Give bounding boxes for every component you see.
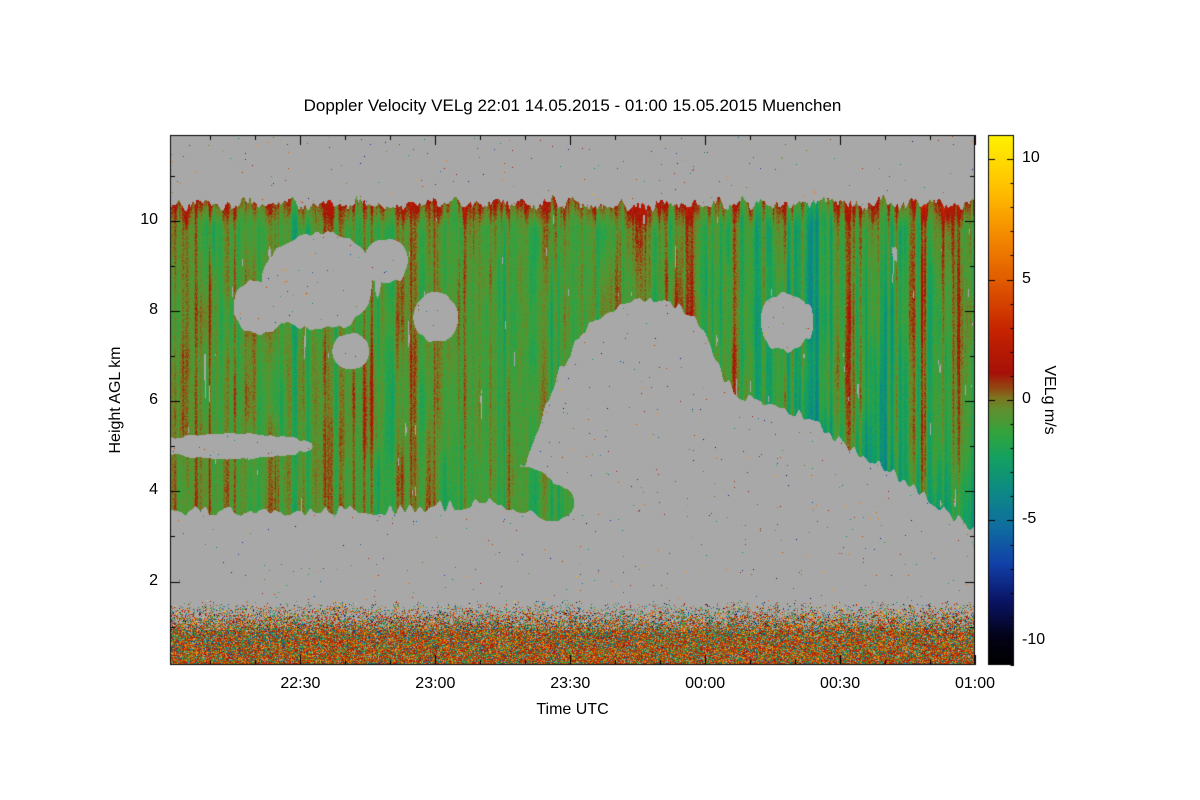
y-tick-label: 10 bbox=[140, 210, 158, 228]
x-tick-label: 01:00 bbox=[954, 675, 996, 692]
x-tick-label: 00:30 bbox=[820, 675, 861, 692]
colorbar-label: VELg m/s bbox=[1041, 365, 1058, 435]
colorbar-tick-label: 0 bbox=[1022, 390, 1031, 407]
x-tick-label: 22:30 bbox=[280, 675, 321, 692]
colorbar-tick-label: 5 bbox=[1022, 269, 1031, 287]
y-tick-label: 2 bbox=[149, 571, 158, 589]
x-axis-label: Time UTC bbox=[536, 701, 609, 718]
y-tick-label: 6 bbox=[149, 391, 158, 409]
x-tick-label: 23:00 bbox=[415, 675, 456, 692]
x-tick-label: 23:30 bbox=[550, 675, 591, 692]
colorbar-tick-label: -10 bbox=[1022, 630, 1046, 648]
y-tick-label: 8 bbox=[149, 300, 158, 318]
chart-title: Doppler Velocity VELg 22:01 14.05.2015 -… bbox=[303, 96, 842, 115]
colorbar-tick-label: 10 bbox=[1022, 149, 1040, 167]
colorbar-tick-label: -5 bbox=[1022, 510, 1037, 528]
y-tick-label: 4 bbox=[149, 481, 158, 499]
x-tick-label: 00:00 bbox=[685, 675, 726, 692]
